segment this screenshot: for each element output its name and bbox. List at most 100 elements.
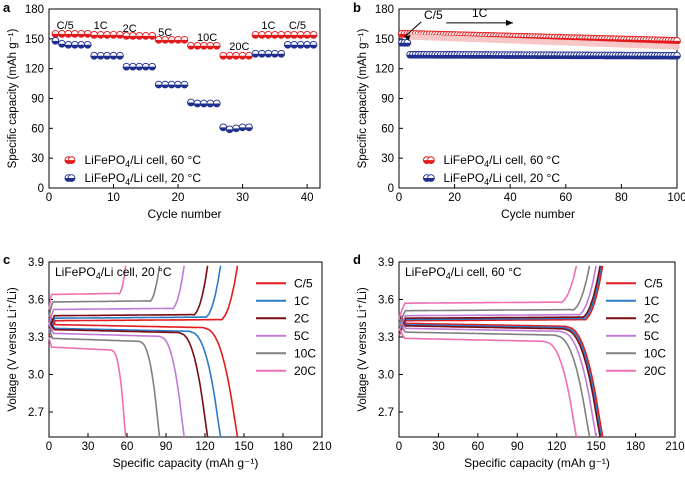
- y-tick-label-a: 30: [31, 153, 44, 165]
- data-point-a-fill: [277, 34, 285, 39]
- y-tick-label-c: 3.3: [28, 332, 44, 344]
- data-point-a-fill: [232, 55, 240, 60]
- legend-label-d: C/5: [644, 276, 663, 290]
- y-tick-label-c: 3.6: [28, 295, 44, 307]
- data-point-a-fill: [310, 34, 317, 39]
- charge-curve-c: [48, 265, 185, 325]
- x-tick-label-d: 90: [511, 441, 524, 453]
- data-point-a-fill: [258, 34, 266, 39]
- data-point-a-fill: [264, 34, 272, 39]
- charge-curve-d: [398, 265, 597, 332]
- legend-label-c: 10C: [294, 346, 316, 360]
- y-tick-label-d: 3.9: [378, 257, 394, 269]
- charge-curve-c: [48, 265, 209, 332]
- y-tick-label-b: 90: [381, 94, 394, 106]
- data-point-a-fill: [297, 44, 305, 49]
- x-tick-label-d: 60: [471, 441, 484, 453]
- data-point-a-fill: [110, 55, 117, 60]
- x-tick-label-c: 0: [46, 441, 52, 453]
- data-point-a-fill: [264, 53, 272, 58]
- data-point-a-fill: [58, 43, 66, 48]
- legend-marker-b-fill: [427, 160, 435, 164]
- x-tick-label-a: 40: [301, 192, 314, 204]
- x-tick-label-c: 30: [82, 441, 95, 453]
- panel-title-c: LiFePO4/Li cell, 20 °C: [55, 265, 172, 281]
- rate-label-a: 10C: [197, 32, 217, 44]
- x-tick-label-a: 20: [172, 192, 185, 204]
- data-point-a-fill: [219, 55, 227, 60]
- y-tick-label-d: 3.3: [378, 332, 394, 344]
- legend-label-d: 2C: [644, 311, 660, 325]
- data-point-a-fill: [213, 45, 221, 50]
- legend-label-d: 20C: [644, 364, 666, 378]
- y-tick-label-a: 180: [25, 4, 44, 16]
- data-point-a-fill: [129, 66, 137, 71]
- data-point-a-fill: [52, 33, 59, 38]
- data-point-b-fill: [673, 40, 681, 45]
- data-point-a-fill: [90, 55, 98, 60]
- legend-label-b: LiFePO4/Li cell, 60 °C: [443, 153, 560, 169]
- panel-title-d: LiFePO4/Li cell, 60 °C: [405, 265, 522, 281]
- rate-label-b: 1C: [472, 6, 488, 20]
- data-point-a-fill: [252, 53, 259, 58]
- charge-curve-d: [398, 265, 604, 337]
- y-tick-label-b: 30: [381, 153, 394, 165]
- data-point-a-fill: [168, 84, 175, 88]
- data-point-a-fill: [200, 103, 208, 107]
- data-point-a-fill: [245, 127, 253, 131]
- data-point-a-fill: [148, 66, 156, 71]
- data-point-b-shade: [674, 43, 680, 50]
- data-point-a-fill: [155, 39, 163, 44]
- data-point-a-fill: [297, 34, 305, 39]
- legend-marker-a-fill: [68, 160, 75, 164]
- discharge-curve-d: [398, 315, 601, 438]
- y-tick-label-c: 3.9: [28, 257, 44, 269]
- y-tick-label-a: 90: [31, 94, 44, 106]
- rate-label-a: 1C: [261, 20, 275, 32]
- y-axis-label-a: Specific capacity (mAh g⁻¹): [7, 29, 19, 169]
- x-axis-label-b: Cycle number: [501, 207, 575, 221]
- data-point-a-fill: [71, 33, 79, 38]
- data-point-b-fill: [403, 42, 411, 47]
- data-point-a-fill: [303, 44, 311, 49]
- data-point-a-fill: [116, 55, 124, 60]
- discharge-curve-d: [398, 314, 603, 438]
- discharge-curve-c: [48, 322, 185, 438]
- y-tick-label-c: 2.7: [28, 407, 44, 419]
- x-tick-label-d: 150: [587, 441, 606, 453]
- data-point-a-fill: [90, 34, 98, 39]
- data-point-a-fill: [226, 129, 234, 133]
- panel-letter-b: b: [353, 0, 361, 15]
- data-point-a-fill: [181, 84, 188, 88]
- data-point-a-fill: [194, 45, 201, 50]
- panel-letter-d: d: [353, 252, 361, 267]
- y-tick-label-b: 120: [375, 64, 394, 76]
- x-tick-label-c: 120: [195, 441, 214, 453]
- x-tick-label-a: 10: [107, 192, 120, 204]
- legend-label-d: 1C: [644, 294, 660, 308]
- data-point-a-fill: [77, 33, 85, 38]
- legend-label-c: 5C: [294, 329, 310, 343]
- x-axis-label-c: Specific capacity (mAh g⁻¹): [113, 456, 259, 470]
- rate-label-a: 2C: [123, 23, 137, 35]
- data-point-a-fill: [194, 103, 201, 107]
- x-tick-label-c: 180: [273, 441, 292, 453]
- y-tick-label-c: 3.0: [28, 370, 44, 382]
- data-point-a-fill: [161, 39, 169, 44]
- arrow-b: [404, 21, 422, 38]
- discharge-curve-d: [398, 321, 591, 438]
- data-point-a-fill: [239, 127, 246, 131]
- y-tick-label-d: 3.0: [378, 370, 394, 382]
- data-point-a-fill: [84, 44, 92, 49]
- data-point-a-fill: [52, 40, 59, 45]
- discharge-curve-d: [398, 312, 604, 438]
- data-point-a-fill: [161, 84, 169, 88]
- data-point-a-fill: [77, 44, 85, 49]
- legend-label-a: LiFePO4/Li cell, 20 °C: [84, 171, 201, 187]
- data-point-a-fill: [181, 39, 188, 44]
- plot-frame-d: [398, 261, 676, 438]
- data-point-a-fill: [64, 33, 72, 38]
- legend-label-a: LiFePO4/Li cell, 60 °C: [84, 153, 201, 169]
- y-tick-label-b: 150: [375, 34, 394, 46]
